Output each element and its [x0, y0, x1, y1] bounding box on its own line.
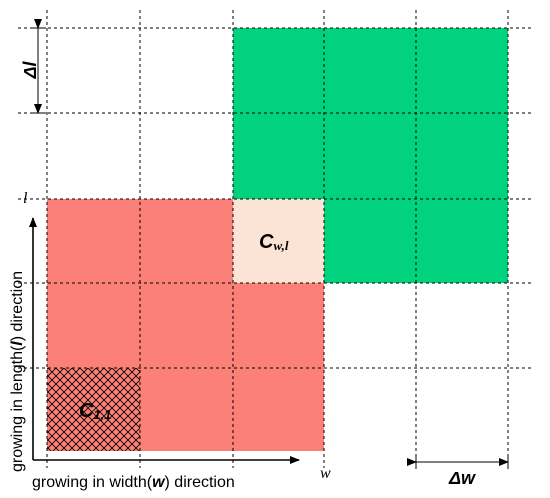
green-cell — [416, 113, 508, 199]
cell-cwl-main: C — [259, 231, 274, 253]
x-axis-label: growing in width(w) direction — [32, 474, 235, 491]
green-cell — [324, 28, 416, 113]
cell-c11-main: C — [79, 400, 94, 422]
green-cell — [416, 199, 508, 283]
cell-c11-sub: 1,1 — [93, 407, 111, 422]
delta-w-label: Δw — [448, 468, 476, 488]
red-cell — [140, 199, 233, 283]
cell-cwl-sub: w,l — [273, 238, 288, 253]
red-cell — [233, 368, 324, 451]
red-cell — [140, 283, 233, 368]
axes — [29, 217, 300, 464]
y-axis-label: growing in length(l) direction — [9, 271, 26, 472]
l-mark-label: l — [23, 190, 28, 207]
hatched-cell-c11 — [47, 368, 140, 451]
cell-c11-label: C1,1 — [79, 400, 112, 422]
green-cell — [233, 113, 324, 199]
green-cell — [233, 28, 324, 113]
green-cell — [416, 28, 508, 113]
highlight-cell-cwl — [233, 199, 324, 283]
delta-l-dimension: Δl — [20, 19, 46, 114]
w-mark-label: w — [320, 465, 331, 482]
green-cell — [324, 113, 416, 199]
red-cell — [47, 199, 140, 283]
delta-w-dimension: Δw — [407, 455, 509, 488]
delta-l-label: Δl — [20, 60, 40, 79]
green-cell — [324, 199, 416, 283]
red-cell — [233, 283, 324, 368]
red-cell — [47, 283, 140, 368]
cell-cwl-label: Cw,l — [259, 231, 289, 253]
dotted-grid-lines — [18, 10, 532, 468]
grid-cells — [47, 28, 508, 451]
red-cell — [140, 368, 233, 451]
